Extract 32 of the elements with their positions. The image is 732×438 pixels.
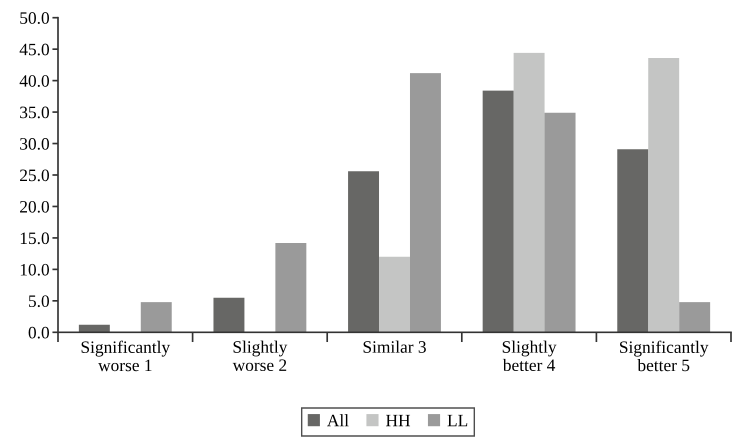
bar [679,302,710,332]
bar [410,73,441,332]
bar [544,112,576,332]
bar [348,171,380,332]
y-tick-label: 35.0 [20,106,50,118]
x-tick-label: Significantly better 5 [620,340,708,372]
y-tick-label: 50.0 [20,12,50,24]
y-tick-label: 10.0 [20,264,50,276]
y-tick-label: 30.0 [20,138,50,150]
bar [140,302,172,332]
y-tick-label: 5.0 [28,295,50,308]
y-tick-label: 20.0 [20,200,50,213]
legend-label: LL [448,414,468,426]
y-tick-label: 45.0 [20,44,50,56]
y-tick-label: 15.0 [20,232,50,244]
bar [648,58,680,332]
x-tick-label: Similar 3 [364,340,426,353]
x-tick-label: Significantly worse 1 [82,340,170,372]
y-tick-label: 40.0 [20,75,50,87]
bar [78,324,110,332]
x-tick-label: Slightly better 4 [502,340,557,372]
legend-label: HH [386,414,410,426]
bar [275,242,306,332]
bar [213,298,244,332]
legend-label: All [327,414,349,426]
bar [379,256,410,332]
x-tick-label: Slightly worse 2 [232,340,288,372]
bar [482,90,514,332]
y-tick-label: 25.0 [20,169,50,182]
bar [617,149,648,332]
y-tick-label: 0.0 [28,326,50,339]
bar [514,52,545,332]
